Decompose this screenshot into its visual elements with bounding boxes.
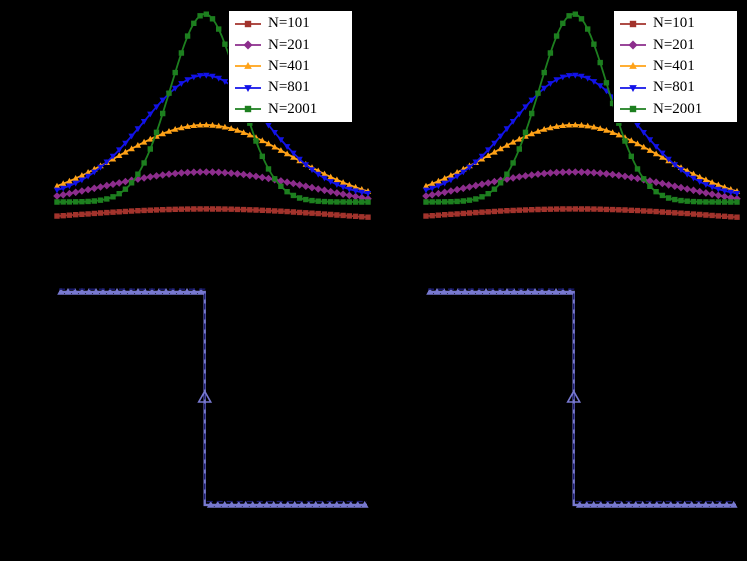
legend-item: N=2001 bbox=[233, 99, 348, 120]
series-line-N=401 bbox=[425, 124, 738, 193]
legend-label: N=401 bbox=[268, 57, 310, 74]
legend-label: N=101 bbox=[653, 15, 695, 32]
square-marker-icon bbox=[620, 20, 646, 27]
series-markers-N=401 bbox=[53, 121, 372, 194]
legend-label: N=2001 bbox=[268, 100, 318, 117]
step-line-numerical bbox=[428, 290, 736, 507]
diamond-marker-icon bbox=[620, 40, 646, 50]
plot-top-right bbox=[422, 11, 741, 220]
series-markers-N=201 bbox=[53, 168, 372, 203]
series-markers-N=201 bbox=[422, 168, 741, 203]
triangle-down-marker-icon bbox=[620, 84, 646, 92]
step-markers-numerical bbox=[426, 287, 738, 508]
series-markers-N=101 bbox=[423, 206, 740, 220]
legend-label: N=401 bbox=[653, 57, 695, 74]
plot-bottom-right bbox=[426, 287, 738, 508]
series-line-N=401 bbox=[56, 124, 369, 193]
legend-item: N=401 bbox=[233, 56, 348, 77]
legend-item: N=801 bbox=[618, 77, 733, 98]
series-markers-N=401 bbox=[422, 121, 741, 194]
square-marker-icon bbox=[235, 20, 261, 27]
legend-item: N=101 bbox=[618, 13, 733, 34]
legend-item: N=801 bbox=[233, 77, 348, 98]
plot-top-left bbox=[53, 11, 372, 220]
plot-bottom-left bbox=[57, 287, 369, 508]
legend-item: N=401 bbox=[618, 56, 733, 77]
legend-item: N=101 bbox=[233, 13, 348, 34]
legend-item: N=201 bbox=[233, 35, 348, 56]
triangle-up-marker-icon bbox=[620, 62, 646, 70]
legend-label: N=801 bbox=[268, 79, 310, 96]
step-line-numerical bbox=[59, 290, 367, 507]
diamond-marker-icon bbox=[235, 40, 261, 50]
legend-label: N=2001 bbox=[653, 100, 703, 117]
square-marker-icon bbox=[620, 106, 646, 113]
step-line-exact bbox=[428, 288, 736, 503]
step-markers-numerical bbox=[57, 287, 369, 508]
legend-label: N=801 bbox=[653, 79, 695, 96]
square-marker-icon bbox=[235, 106, 261, 113]
legend-label: N=201 bbox=[653, 36, 695, 53]
mid-step-hollow-triangle-icon bbox=[197, 389, 213, 403]
triangle-up-marker-icon bbox=[235, 62, 261, 70]
mid-step-hollow-triangle-icon bbox=[566, 389, 582, 403]
series-markers-N=101 bbox=[54, 206, 371, 220]
legend-item: N=201 bbox=[618, 35, 733, 56]
legend-top-right: N=101 N=201 N=401 N=801 N=2001 bbox=[613, 10, 738, 123]
legend-item: N=2001 bbox=[618, 99, 733, 120]
legend-top-left: N=101 N=201 N=401 N=801 N=2001 bbox=[228, 10, 353, 123]
triangle-down-marker-icon bbox=[235, 84, 261, 92]
legend-label: N=201 bbox=[268, 36, 310, 53]
legend-label: N=101 bbox=[268, 15, 310, 32]
step-line-exact bbox=[59, 288, 367, 503]
